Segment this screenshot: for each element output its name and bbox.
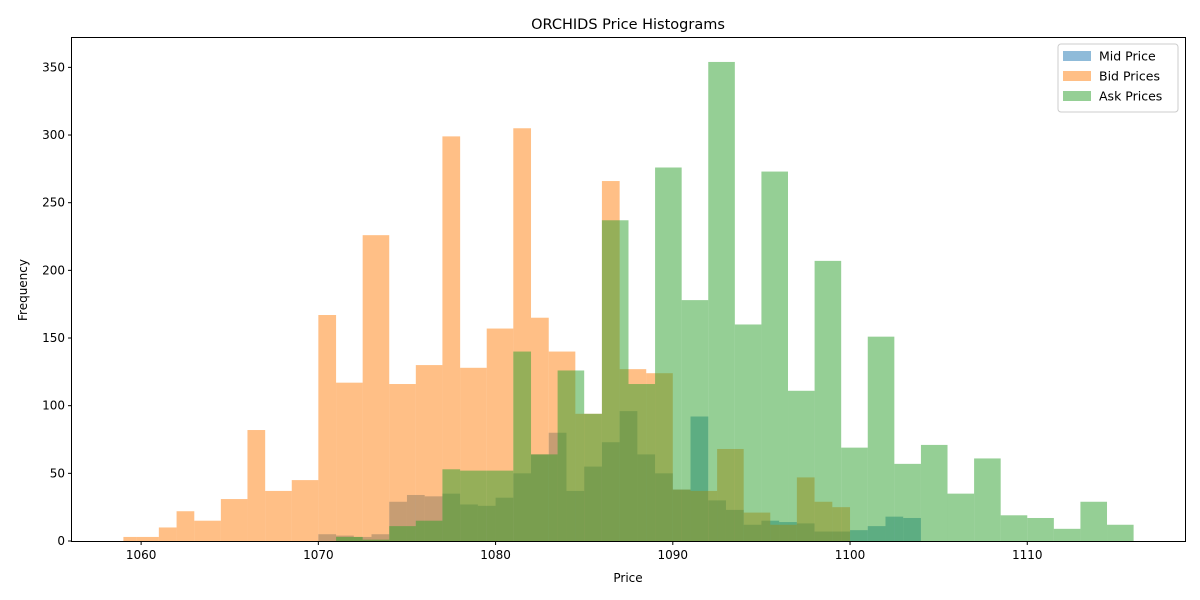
bid-prices-bar-1 (136, 536, 159, 541)
bid-prices-bar-10 (336, 382, 363, 541)
ask-prices-bar-10 (584, 413, 602, 541)
ask-prices-bar-30 (1107, 524, 1134, 541)
x-tick-label: 1090 (658, 548, 689, 562)
ask-prices-bar-26 (1000, 515, 1028, 541)
legend-label-mid-price: Mid Price (1099, 49, 1156, 64)
y-tick-label: 350 (42, 60, 65, 74)
bid-prices-bar-9 (318, 315, 337, 541)
y-tick-label: 250 (42, 196, 65, 210)
y-tick-label: 50 (50, 466, 65, 480)
bid-prices-bar-7 (265, 490, 292, 541)
ask-prices-bar-25 (974, 458, 1001, 541)
x-tick-label: 1070 (303, 548, 334, 562)
bid-prices-bar-0 (123, 536, 137, 541)
y-tick-label: 100 (42, 399, 65, 413)
ask-prices-bar-21 (867, 336, 895, 541)
ask-prices-bar-20 (841, 447, 868, 541)
ask-prices-bar-1 (362, 539, 390, 541)
ask-prices-series (336, 61, 1134, 541)
ask-prices-bar-6 (486, 470, 514, 541)
y-axis-ticks: 0 50 100 150 200 250 300 350 (42, 60, 72, 548)
bars-layer (123, 61, 1134, 542)
ask-prices-bar-18 (788, 390, 815, 541)
bid-prices-bar-11 (362, 235, 390, 542)
y-tick-label: 0 (57, 534, 65, 548)
ask-prices-bar-8 (531, 454, 558, 541)
ask-prices-bar-14 (681, 300, 709, 541)
x-tick-label: 1080 (480, 548, 511, 562)
bid-prices-bar-14 (442, 136, 461, 541)
ask-prices-bar-3 (415, 520, 443, 541)
plot-area: 1060 1070 1080 1090 1100 1110 0 50 100 150 200 250… (42, 37, 1186, 562)
x-tick-label: 1110 (1012, 548, 1043, 562)
x-tick-label: 1060 (126, 548, 157, 562)
bid-prices-bar-13 (415, 365, 443, 541)
ask-prices-bar-9 (557, 370, 585, 541)
ask-prices-bar-27 (1027, 517, 1054, 541)
ask-prices-bar-19 (814, 260, 842, 541)
mid-price-bar-2 (353, 536, 372, 541)
ask-prices-bar-23 (920, 444, 948, 541)
ask-prices-bar-7 (513, 351, 532, 541)
ask-prices-bar-24 (947, 493, 975, 541)
ask-prices-bar-17 (761, 171, 788, 541)
x-tick-label: 1100 (835, 548, 866, 562)
legend-swatch-mid-price (1063, 51, 1091, 61)
ask-prices-bar-15 (708, 61, 735, 541)
y-tick-label: 300 (42, 128, 65, 142)
bid-prices-bar-5 (220, 499, 248, 541)
ask-prices-bar-16 (734, 324, 762, 541)
x-axis-ticks: 1060 1070 1080 1090 1100 1110 (126, 541, 1043, 562)
bid-prices-bar-4 (194, 520, 221, 541)
ask-prices-bar-11 (601, 220, 629, 541)
bid-prices-bar-12 (389, 384, 416, 541)
y-axis-label: Frequency (16, 259, 30, 321)
bid-prices-bar-3 (176, 511, 195, 541)
legend-label-bid-prices: Bid Prices (1099, 69, 1160, 84)
ask-prices-bar-12 (628, 384, 656, 541)
legend-label-ask-prices: Ask Prices (1099, 89, 1162, 104)
ask-prices-bar-2 (389, 526, 416, 541)
legend-swatch-ask-prices (1063, 91, 1091, 101)
ask-prices-bar-22 (894, 463, 921, 541)
ask-prices-bar-29 (1080, 501, 1108, 541)
chart-title: ORCHIDS Price Histograms (531, 17, 725, 33)
legend: Mid Price Bid Prices Ask Prices (1057, 43, 1179, 113)
y-tick-label: 200 (42, 263, 65, 277)
ask-prices-bar-4 (442, 469, 461, 541)
legend-swatch-bid-prices (1063, 71, 1091, 81)
x-axis-label: Price (613, 571, 642, 585)
ask-prices-bar-5 (460, 470, 487, 541)
bid-prices-bar-2 (158, 527, 177, 541)
ask-prices-bar-13 (655, 167, 682, 541)
plot-frame (71, 37, 1186, 542)
ask-prices-bar-28 (1053, 528, 1081, 541)
bid-prices-bar-8 (291, 480, 319, 541)
ask-prices-bar-0 (336, 536, 363, 541)
y-tick-label: 150 (42, 331, 65, 345)
bid-prices-bar-6 (247, 430, 266, 541)
